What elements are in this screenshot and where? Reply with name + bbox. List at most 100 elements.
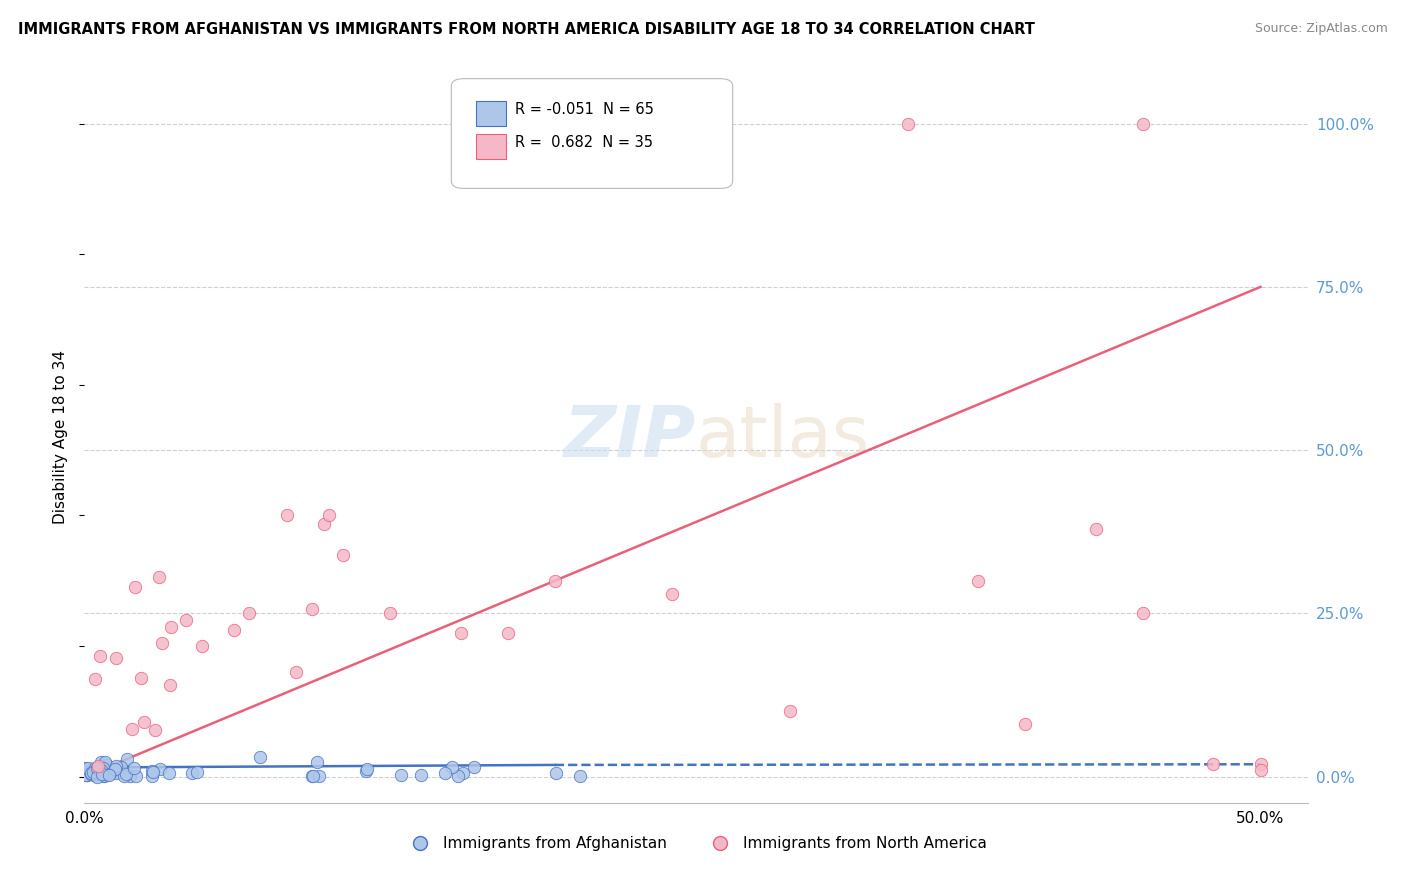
Point: [87, 767, 110, 781]
Point: [451, 766, 474, 780]
Point: [105, 766, 128, 780]
Point: [434, 765, 457, 780]
Point: [496, 626, 519, 640]
Point: [389, 768, 412, 782]
Point: [93, 763, 115, 777]
Point: [84, 761, 107, 775]
Point: [141, 769, 163, 783]
Point: [157, 766, 180, 780]
Point: [97, 768, 120, 782]
Point: [301, 769, 323, 783]
Point: [110, 760, 132, 774]
Point: [125, 769, 148, 783]
Text: R =  0.682  N = 35: R = 0.682 N = 35: [515, 135, 652, 150]
Point: [75, 767, 97, 781]
Point: [354, 764, 377, 778]
Point: [447, 769, 470, 783]
Point: [143, 723, 166, 737]
Point: [411, 768, 433, 782]
Legend: Immigrants from Afghanistan, Immigrants from North America: Immigrants from Afghanistan, Immigrants …: [399, 830, 993, 857]
Point: [301, 769, 323, 783]
Point: [83, 768, 105, 782]
Point: [181, 766, 204, 780]
Point: [82, 766, 104, 780]
Point: [238, 607, 260, 621]
Point: [93, 769, 115, 783]
Point: [90, 767, 112, 781]
Point: [104, 651, 127, 665]
Point: [80, 767, 103, 781]
Point: [94, 755, 117, 769]
Point: [356, 762, 378, 776]
Point: [80, 762, 103, 776]
Point: [76, 768, 98, 782]
Point: [440, 759, 463, 773]
Point: [86, 763, 108, 777]
Point: [1132, 117, 1154, 131]
Point: [1084, 521, 1107, 535]
Point: [86, 764, 108, 778]
Point: [90, 763, 112, 777]
Point: [86, 770, 108, 784]
Point: [1250, 763, 1272, 777]
Point: [897, 117, 920, 131]
Point: [285, 665, 308, 680]
Point: [463, 760, 485, 774]
Point: [176, 613, 198, 627]
Point: [967, 574, 990, 588]
Point: [86, 758, 108, 772]
Point: [96, 760, 118, 774]
Point: [661, 587, 683, 601]
Point: [544, 574, 567, 588]
Point: [90, 755, 112, 769]
Point: [159, 620, 181, 634]
Point: [1202, 756, 1225, 771]
Point: [301, 601, 323, 615]
Point: [142, 765, 165, 780]
Point: [132, 714, 155, 729]
Point: [76, 768, 98, 782]
Point: [122, 761, 145, 775]
Point: [84, 673, 107, 687]
Point: [308, 769, 330, 783]
Point: [91, 769, 114, 783]
FancyBboxPatch shape: [451, 78, 733, 188]
Point: [124, 580, 146, 594]
Point: [544, 765, 567, 780]
Y-axis label: Disability Age 18 to 34: Disability Age 18 to 34: [53, 350, 69, 524]
Point: [91, 768, 114, 782]
Point: [149, 762, 172, 776]
Point: [114, 767, 136, 781]
Point: [121, 722, 143, 736]
Point: [191, 639, 214, 653]
Text: Source: ZipAtlas.com: Source: ZipAtlas.com: [1254, 22, 1388, 36]
Point: [93, 761, 115, 775]
Point: [1132, 607, 1154, 621]
Point: [779, 705, 801, 719]
Point: [104, 762, 127, 776]
Point: [332, 549, 354, 563]
Point: [98, 765, 121, 780]
Point: [276, 508, 298, 523]
Text: R = -0.051  N = 65: R = -0.051 N = 65: [515, 102, 654, 117]
Point: [150, 636, 173, 650]
Point: [305, 755, 328, 769]
Point: [82, 764, 104, 779]
Text: ZIP: ZIP: [564, 402, 696, 472]
Bar: [475, 134, 506, 159]
Point: [86, 761, 108, 775]
Point: [89, 648, 111, 663]
Point: [318, 508, 340, 523]
Point: [141, 764, 163, 778]
Point: [80, 766, 103, 780]
Point: [249, 750, 271, 764]
Point: [77, 761, 100, 775]
Point: [450, 626, 472, 640]
Point: [568, 770, 591, 784]
Text: atlas: atlas: [696, 402, 870, 472]
Point: [115, 752, 138, 766]
Point: [104, 759, 127, 773]
Point: [1250, 756, 1272, 771]
Point: [222, 623, 245, 637]
Point: [380, 607, 402, 621]
